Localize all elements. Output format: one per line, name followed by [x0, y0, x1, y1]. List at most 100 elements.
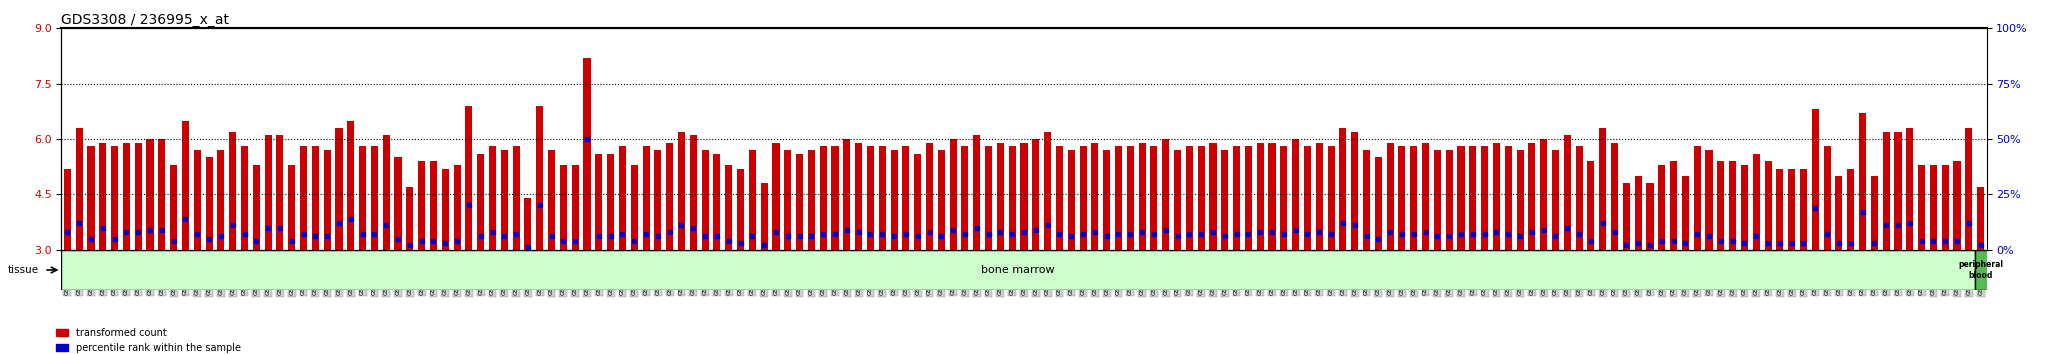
Point — [1776, 240, 1808, 246]
Bar — [1694, 147, 1700, 250]
Point — [1042, 232, 1075, 237]
Point — [1337, 223, 1370, 228]
Point — [240, 238, 272, 244]
Bar — [807, 150, 815, 250]
Bar — [1126, 147, 1135, 250]
Point — [1268, 232, 1300, 237]
Point — [1788, 240, 1821, 246]
Point — [453, 202, 485, 208]
Bar — [217, 150, 225, 250]
Bar — [158, 139, 166, 250]
Point — [571, 136, 604, 142]
Point — [795, 234, 827, 239]
Bar — [1575, 147, 1583, 250]
Bar — [170, 165, 178, 250]
Text: GDS3308 / 236995_x_at: GDS3308 / 236995_x_at — [61, 13, 229, 27]
Point — [1102, 232, 1135, 237]
Bar — [1245, 147, 1251, 250]
Point — [936, 227, 969, 233]
Point — [1894, 220, 1927, 226]
Point — [1386, 232, 1419, 237]
Point — [1303, 229, 1335, 235]
Point — [193, 236, 225, 241]
Point — [1280, 227, 1313, 233]
Bar — [1634, 176, 1642, 250]
Point — [1350, 234, 1382, 239]
Bar — [713, 154, 721, 250]
Bar — [737, 169, 743, 250]
Point — [287, 232, 319, 237]
Bar — [1647, 183, 1653, 250]
Point — [121, 229, 154, 235]
Bar — [1954, 161, 1960, 250]
Point — [926, 234, 958, 239]
Bar — [1870, 176, 1878, 250]
Point — [1751, 240, 1784, 246]
Bar — [453, 165, 461, 250]
Point — [1942, 238, 1974, 244]
Point — [1374, 229, 1407, 235]
Bar — [336, 128, 342, 250]
Bar — [1800, 169, 1806, 250]
Point — [1870, 223, 1903, 228]
Bar — [1974, 250, 1993, 290]
Bar — [111, 147, 119, 250]
Point — [334, 216, 367, 222]
Point — [487, 234, 520, 239]
Point — [1692, 234, 1724, 239]
Bar — [1057, 147, 1063, 250]
Point — [1421, 234, 1454, 239]
Point — [995, 232, 1028, 237]
Point — [1020, 227, 1053, 233]
Point — [381, 236, 414, 241]
Point — [1032, 223, 1065, 228]
Point — [700, 234, 733, 239]
Point — [180, 232, 213, 237]
Bar — [502, 150, 508, 250]
Bar — [1221, 150, 1229, 250]
Point — [1952, 220, 1985, 226]
Text: bone marrow: bone marrow — [981, 265, 1055, 275]
Point — [205, 234, 238, 239]
Point — [1137, 232, 1169, 237]
Point — [1327, 220, 1360, 226]
Point — [1481, 229, 1513, 235]
Bar — [1823, 147, 1831, 250]
Point — [74, 236, 106, 241]
Point — [1597, 229, 1630, 235]
Text: peripheral
blood: peripheral blood — [1958, 260, 2003, 280]
Point — [252, 225, 285, 230]
Bar — [537, 106, 543, 250]
Point — [879, 234, 911, 239]
Bar — [1942, 165, 1950, 250]
Bar — [1386, 143, 1395, 250]
Bar — [311, 147, 319, 250]
Bar — [1139, 143, 1145, 250]
Point — [86, 225, 119, 230]
Point — [111, 229, 143, 235]
Bar — [299, 147, 307, 250]
Point — [1233, 232, 1266, 237]
Bar — [289, 165, 295, 250]
Bar — [98, 143, 106, 250]
Bar — [1399, 147, 1405, 250]
Bar — [1729, 161, 1737, 250]
Point — [666, 223, 698, 228]
Point — [465, 234, 498, 239]
Bar — [430, 161, 436, 250]
Point — [807, 232, 840, 237]
Point — [1186, 232, 1219, 237]
Point — [961, 225, 993, 230]
Bar — [1540, 139, 1546, 250]
Bar — [264, 135, 272, 250]
Point — [973, 232, 1006, 237]
Point — [1503, 234, 1536, 239]
Point — [1563, 232, 1595, 237]
Point — [1126, 229, 1159, 235]
Bar — [1257, 143, 1264, 250]
Bar — [819, 147, 827, 250]
Bar — [856, 143, 862, 250]
Point — [264, 225, 297, 230]
Bar — [358, 147, 367, 250]
Point — [475, 229, 508, 235]
